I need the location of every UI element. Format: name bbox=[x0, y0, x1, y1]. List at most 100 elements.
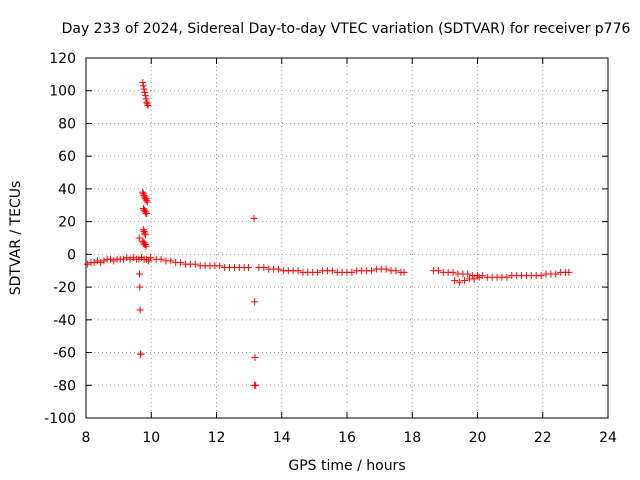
y-tick-label: 20 bbox=[58, 215, 76, 231]
data-point bbox=[120, 255, 128, 263]
data-point bbox=[274, 265, 282, 273]
data-point bbox=[244, 263, 252, 271]
data-point bbox=[143, 98, 151, 106]
points-layer bbox=[84, 79, 573, 389]
data-point bbox=[140, 227, 148, 235]
data-point bbox=[110, 257, 118, 265]
data-point bbox=[93, 257, 101, 265]
data-point bbox=[251, 353, 259, 361]
data-point bbox=[136, 283, 144, 291]
x-axis-label: GPS time / hours bbox=[288, 458, 405, 474]
data-point bbox=[147, 254, 155, 262]
data-point bbox=[565, 268, 573, 276]
data-point bbox=[139, 190, 147, 198]
data-point bbox=[141, 241, 149, 249]
data-point bbox=[251, 298, 259, 306]
x-tick-label: 8 bbox=[82, 430, 91, 446]
y-tick-label: 80 bbox=[58, 116, 76, 132]
data-point bbox=[451, 277, 459, 285]
data-point bbox=[260, 263, 268, 271]
data-point bbox=[382, 265, 390, 273]
data-point bbox=[100, 257, 108, 265]
data-point bbox=[157, 255, 165, 263]
data-point bbox=[139, 188, 147, 196]
data-point bbox=[135, 234, 143, 242]
data-point bbox=[97, 259, 105, 267]
y-tick-label: 120 bbox=[49, 51, 76, 67]
data-point bbox=[475, 273, 483, 281]
data-point bbox=[84, 260, 92, 268]
data-point bbox=[143, 209, 151, 217]
data-point bbox=[314, 268, 322, 276]
y-tick-label: -100 bbox=[44, 411, 76, 427]
data-point bbox=[367, 267, 375, 275]
x-tick-label: 10 bbox=[142, 430, 160, 446]
data-point bbox=[191, 260, 199, 268]
data-point bbox=[137, 350, 145, 358]
data-point bbox=[140, 85, 148, 93]
data-point bbox=[460, 277, 468, 285]
data-point bbox=[216, 262, 224, 270]
x-tick-label: 24 bbox=[599, 430, 617, 446]
data-point bbox=[141, 208, 149, 216]
y-tick-label: 40 bbox=[58, 182, 76, 198]
data-point bbox=[177, 259, 185, 267]
data-point bbox=[123, 254, 131, 262]
data-point bbox=[328, 267, 336, 275]
data-point bbox=[434, 267, 442, 275]
data-point bbox=[294, 267, 302, 275]
data-point bbox=[400, 268, 408, 276]
data-point bbox=[250, 214, 258, 222]
data-point bbox=[139, 226, 147, 234]
ticks-layer: 8 10 12 14 16 18 20 22 24 -100 -80 -60 -40 -20 0 20 40 60… bbox=[44, 51, 617, 446]
data-point bbox=[141, 229, 149, 237]
data-point bbox=[478, 272, 486, 280]
y-axis-label: SDTVAR / TECUs bbox=[8, 181, 24, 296]
y-tick-label: 60 bbox=[58, 149, 76, 165]
data-point bbox=[143, 196, 151, 204]
x-tick-label: 20 bbox=[469, 430, 487, 446]
data-point bbox=[348, 268, 356, 276]
y-tick-label: -40 bbox=[53, 313, 76, 329]
data-point bbox=[143, 100, 151, 108]
data-point bbox=[129, 254, 137, 262]
chart-title: Day 233 of 2024, Sidereal Day-to-day VTE… bbox=[62, 21, 631, 37]
y-tick-label: 0 bbox=[67, 247, 76, 263]
data-point bbox=[470, 275, 478, 283]
x-tick-label: 16 bbox=[338, 430, 356, 446]
data-point bbox=[464, 270, 472, 278]
data-point bbox=[90, 259, 98, 267]
data-point bbox=[144, 101, 152, 109]
data-point bbox=[136, 270, 144, 278]
data-point bbox=[142, 95, 150, 103]
data-point bbox=[392, 267, 400, 275]
data-point bbox=[537, 272, 545, 280]
data-point bbox=[141, 88, 149, 96]
data-point bbox=[251, 381, 259, 389]
data-point bbox=[552, 270, 560, 278]
x-tick-label: 18 bbox=[403, 430, 421, 446]
y-tick-label: 100 bbox=[49, 84, 76, 100]
data-point bbox=[143, 198, 151, 206]
data-point bbox=[139, 82, 147, 90]
data-point bbox=[449, 268, 457, 276]
y-tick-label: -20 bbox=[53, 280, 76, 296]
x-tick-label: 12 bbox=[208, 430, 226, 446]
data-point bbox=[136, 306, 144, 314]
y-tick-label: -60 bbox=[53, 346, 76, 362]
x-tick-label: 14 bbox=[273, 430, 291, 446]
data-point bbox=[167, 257, 175, 265]
data-point bbox=[126, 255, 134, 263]
data-point bbox=[106, 255, 114, 263]
y-tick-label: -80 bbox=[53, 378, 76, 394]
data-point bbox=[139, 79, 147, 87]
data-point bbox=[141, 92, 149, 100]
data-point bbox=[456, 278, 464, 286]
grid-layer bbox=[86, 58, 608, 418]
data-point bbox=[142, 242, 150, 250]
data-point bbox=[503, 273, 511, 281]
data-point bbox=[142, 195, 150, 203]
data-point bbox=[141, 231, 149, 239]
x-tick-label: 22 bbox=[534, 430, 552, 446]
